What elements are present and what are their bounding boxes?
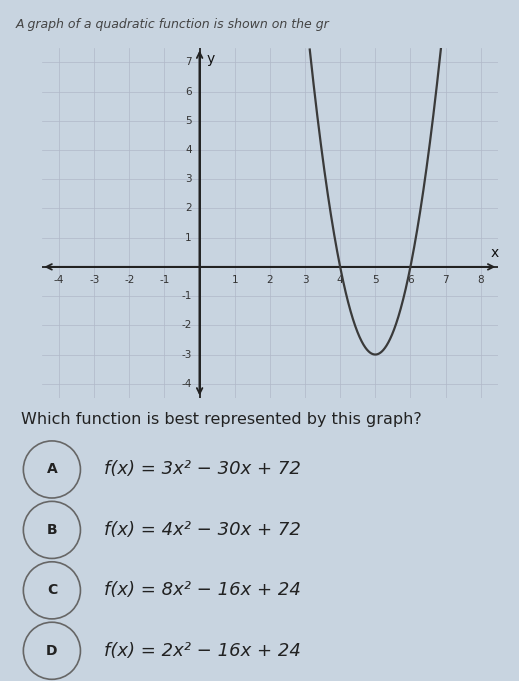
Text: 2: 2	[185, 204, 192, 213]
Text: Which function is best represented by this graph?: Which function is best represented by th…	[21, 412, 421, 427]
Text: 2: 2	[267, 275, 273, 285]
Text: 1: 1	[231, 275, 238, 285]
Text: 7: 7	[442, 275, 449, 285]
Text: 3: 3	[302, 275, 308, 285]
Text: 7: 7	[185, 57, 192, 67]
Text: 1: 1	[185, 233, 192, 242]
Text: -3: -3	[89, 275, 100, 285]
Text: f(x) = 2x² − 16x + 24: f(x) = 2x² − 16x + 24	[104, 642, 301, 660]
Text: f(x) = 3x² − 30x + 72: f(x) = 3x² − 30x + 72	[104, 460, 301, 479]
Text: -1: -1	[182, 291, 192, 301]
Text: 5: 5	[372, 275, 378, 285]
Text: 6: 6	[407, 275, 414, 285]
Text: 4: 4	[337, 275, 344, 285]
Text: -4: -4	[54, 275, 64, 285]
Text: D: D	[46, 644, 58, 658]
Text: 6: 6	[185, 86, 192, 97]
Text: 8: 8	[477, 275, 484, 285]
Text: A: A	[47, 462, 57, 477]
Text: 5: 5	[185, 116, 192, 126]
Text: -2: -2	[124, 275, 134, 285]
Text: y: y	[207, 52, 215, 66]
Text: -2: -2	[182, 320, 192, 330]
Text: x: x	[490, 246, 499, 259]
Text: -3: -3	[182, 349, 192, 360]
Text: f(x) = 8x² − 16x + 24: f(x) = 8x² − 16x + 24	[104, 582, 301, 599]
Text: f(x) = 4x² − 30x + 72: f(x) = 4x² − 30x + 72	[104, 521, 301, 539]
Text: B: B	[47, 523, 57, 537]
Text: 3: 3	[185, 174, 192, 184]
Text: -4: -4	[182, 379, 192, 389]
Text: C: C	[47, 584, 57, 597]
Text: -1: -1	[159, 275, 170, 285]
Text: A graph of a quadratic function is shown on the gr: A graph of a quadratic function is shown…	[16, 18, 330, 31]
Text: 4: 4	[185, 145, 192, 155]
